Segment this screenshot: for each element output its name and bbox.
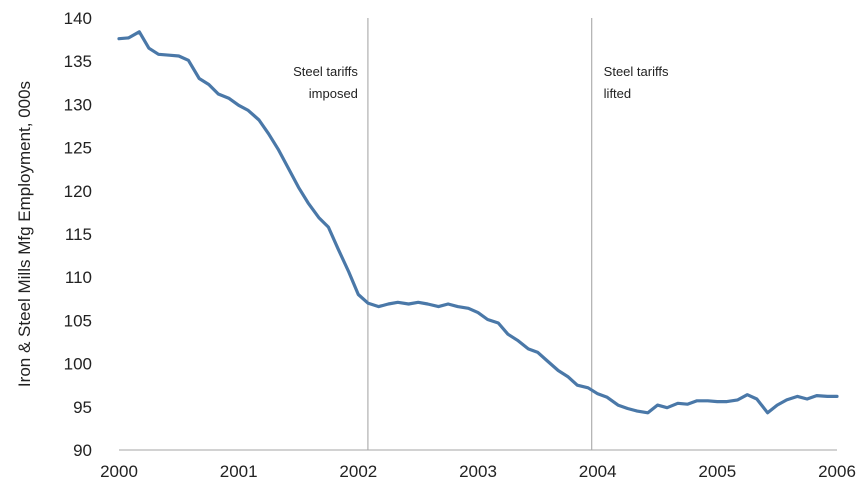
annotation-label: imposed bbox=[309, 86, 358, 101]
x-axis-tick-labels: 2000 2001 2002 2003 2004 2005 2006 bbox=[100, 462, 856, 481]
x-tick-label: 2004 bbox=[579, 462, 617, 481]
annotation-label: lifted bbox=[604, 86, 631, 101]
annotation-label: Steel tariffs bbox=[604, 64, 669, 79]
y-tick-label: 140 bbox=[64, 9, 92, 28]
x-tick-label: 2005 bbox=[698, 462, 736, 481]
y-tick-label: 90 bbox=[73, 441, 92, 460]
annotation-label: Steel tariffs bbox=[293, 64, 358, 79]
y-tick-label: 115 bbox=[65, 225, 92, 244]
x-tick-label: 2001 bbox=[220, 462, 258, 481]
y-tick-label: 135 bbox=[64, 52, 92, 71]
x-tick-label: 2000 bbox=[100, 462, 138, 481]
x-tick-label: 2006 bbox=[818, 462, 856, 481]
y-tick-label: 105 bbox=[64, 311, 92, 330]
y-tick-label: 125 bbox=[64, 139, 92, 158]
y-tick-label: 110 bbox=[65, 268, 92, 287]
y-tick-label: 130 bbox=[64, 95, 92, 114]
series-line-employment bbox=[117, 30, 839, 415]
y-tick-label: 95 bbox=[73, 398, 92, 417]
annotation-lines: Steel tariffs imposed Steel tariffs lifted bbox=[293, 18, 669, 450]
x-tick-label: 2002 bbox=[339, 462, 377, 481]
x-tick-label: 2003 bbox=[459, 462, 497, 481]
y-axis-title: Iron & Steel Mills Mfg Employment, 000s bbox=[15, 81, 34, 387]
y-axis-tick-labels: 90 95 100 105 110 115 120 125 130 135 140 bbox=[64, 9, 92, 460]
y-tick-label: 100 bbox=[64, 355, 92, 374]
y-tick-label: 120 bbox=[64, 182, 92, 201]
